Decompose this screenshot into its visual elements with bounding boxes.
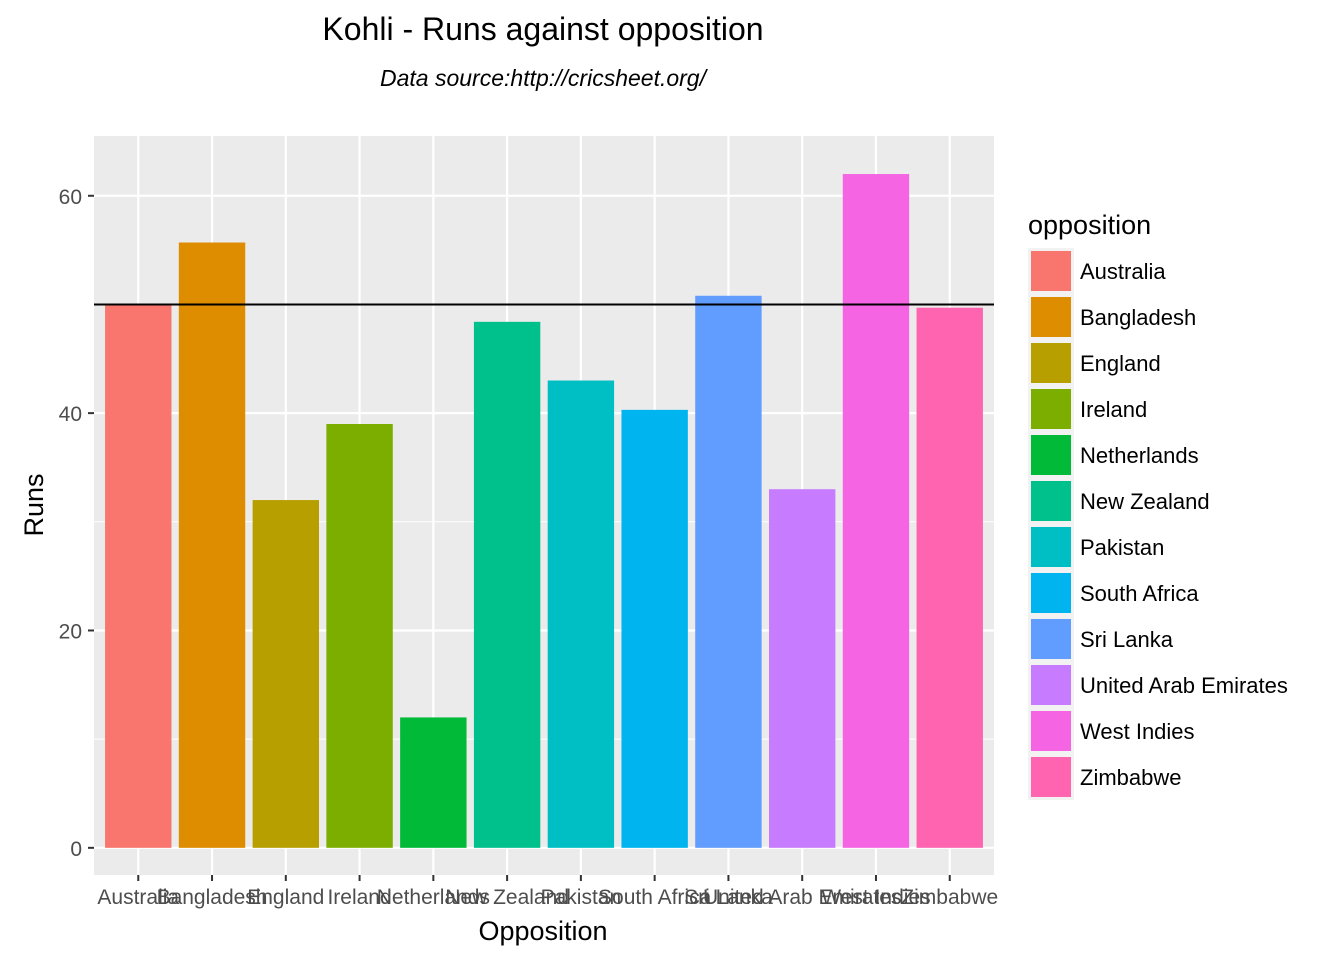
legend-label: England (1080, 351, 1161, 376)
x-tick-label: Australia (97, 886, 179, 909)
bar-england (252, 500, 319, 848)
y-axis-title: Runs (19, 473, 49, 536)
bar-south-africa (621, 409, 688, 848)
legend-label: Zimbabwe (1080, 765, 1181, 790)
legend-swatch (1031, 481, 1071, 521)
x-tick-label: West Indies (821, 886, 930, 909)
legend-label: Ireland (1080, 397, 1147, 422)
bar-ireland (326, 423, 393, 848)
y-tick-label: 20 (59, 620, 82, 643)
bar-new-zealand (473, 321, 541, 848)
bar-zimbabwe (916, 307, 983, 848)
x-tick-label: Ireland (327, 886, 391, 909)
legend-swatch (1031, 619, 1071, 659)
y-tick-label: 0 (70, 838, 82, 861)
bar-netherlands (400, 717, 467, 848)
legend-swatch (1031, 389, 1071, 429)
legend-label: West Indies (1080, 719, 1195, 744)
chart-title: Kohli - Runs against opposition (322, 11, 763, 47)
x-tick-label: Zimbabwe (901, 886, 998, 909)
legend-title: opposition (1028, 210, 1151, 240)
legend-label: Australia (1080, 259, 1166, 284)
bar-pakistan (547, 380, 615, 848)
bar-sri-lanka (695, 295, 762, 848)
legend-swatch (1031, 573, 1071, 613)
x-tick-label: United Arab Emirates (703, 886, 901, 909)
x-tick-label: Bangladesh (157, 886, 268, 909)
y-axis: 0 20 40 60 (59, 186, 94, 861)
legend-label: Bangladesh (1080, 305, 1196, 330)
legend-swatch (1031, 435, 1071, 475)
legend-swatch (1031, 665, 1071, 705)
bar-west-indies (842, 174, 910, 848)
legend-label: South Africa (1080, 581, 1199, 606)
x-tick-label: South Africa (598, 886, 712, 909)
x-tick-label: Pakistan (541, 886, 622, 909)
x-tick-label: Sri Lanka (684, 886, 773, 909)
legend-swatch (1031, 343, 1071, 383)
legend-label: New Zealand (1080, 489, 1210, 514)
x-tick-label: New Zealand (445, 886, 569, 909)
legend-swatch (1031, 297, 1071, 337)
legend-label: United Arab Emirates (1080, 673, 1288, 698)
legend-swatch (1031, 711, 1071, 751)
x-axis-title: Opposition (478, 916, 607, 946)
bar-australia (105, 304, 172, 848)
legend-label: Netherlands (1080, 443, 1199, 468)
legend-swatch (1031, 251, 1071, 291)
x-tick-label: England (247, 886, 324, 909)
legend-label: Sri Lanka (1080, 627, 1174, 652)
legend: opposition Australia Bangladesh England Ire… (1028, 210, 1288, 800)
bar-bangladesh (178, 242, 246, 848)
bars-layer (105, 174, 983, 848)
y-tick-label: 60 (59, 186, 82, 209)
legend-swatch (1031, 527, 1071, 567)
legend-swatch (1031, 757, 1071, 797)
legend-label: Pakistan (1080, 535, 1164, 560)
chart-subtitle: Data source:http://cricsheet.org/ (380, 65, 709, 91)
bar-united-arab-emirates (769, 489, 836, 848)
y-tick-label: 40 (59, 403, 82, 426)
x-tick-label: Netherlands (377, 886, 490, 909)
